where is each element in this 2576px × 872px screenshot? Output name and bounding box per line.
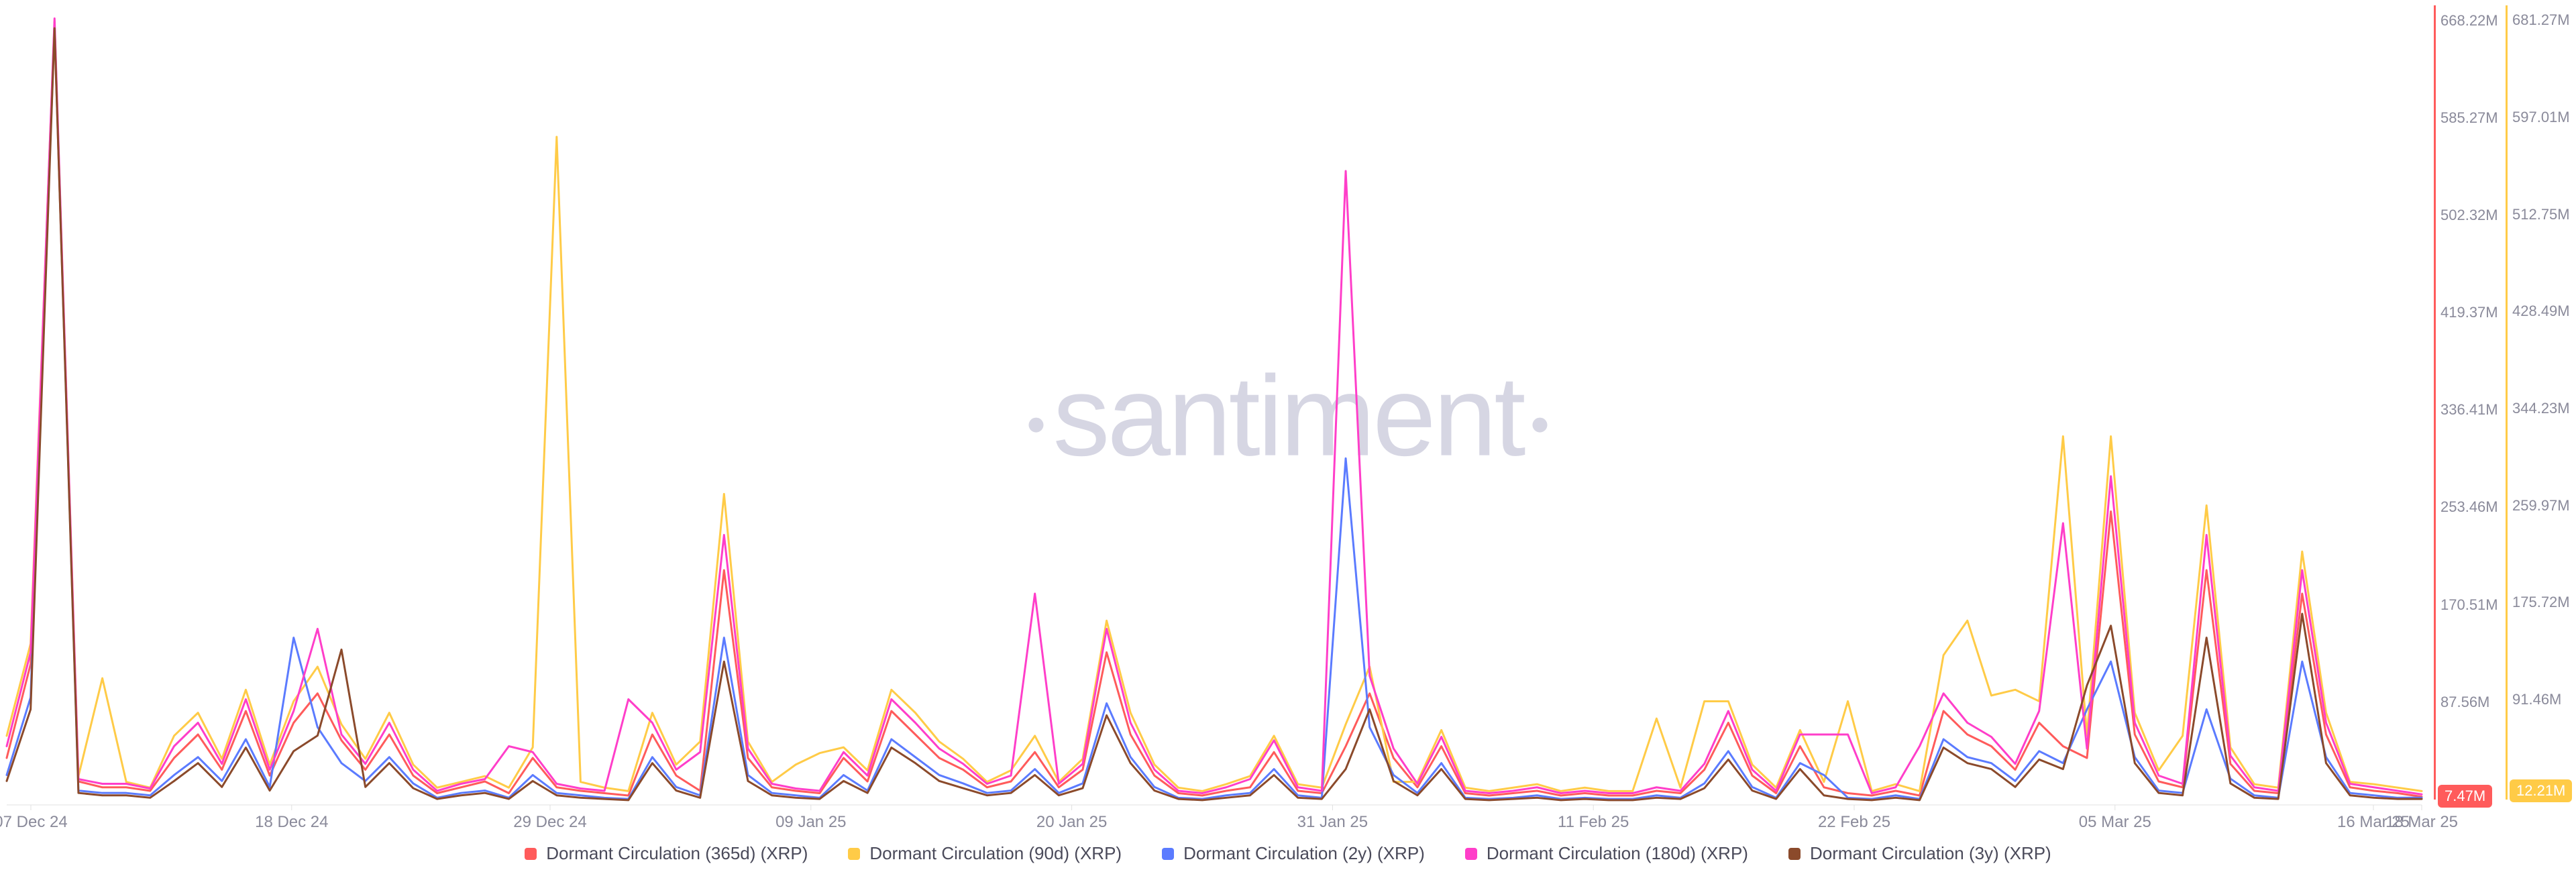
legend-item[interactable]: Dormant Circulation (365d) (XRP) [525,843,808,864]
x-tick-label: 05 Mar 25 [2079,813,2151,832]
series-line [7,21,2422,791]
legend-label: Dormant Circulation (90d) (XRP) [869,843,1122,864]
legend-item[interactable]: Dormant Circulation (2y) (XRP) [1162,843,1425,864]
y-tick-label: 259.97M [2512,497,2570,514]
y-tick-label: 681.27M [2512,11,2570,29]
y-tick-label: 668.22M [2440,12,2498,30]
y-tick-label: 175.72M [2512,594,2570,611]
legend-label: Dormant Circulation (365d) (XRP) [546,843,808,864]
legend-swatch [1162,848,1174,860]
x-tick-label: 11 Feb 25 [1558,813,1629,832]
legend: Dormant Circulation (365d) (XRP) Dormant … [0,843,2576,864]
series-line [7,22,2422,799]
x-tick-label: 22 Feb 25 [1818,813,1890,832]
legend-label: Dormant Circulation (3y) (XRP) [1810,843,2051,864]
y-tick-label: 344.23M [2512,400,2570,417]
x-tick-label: 09 Jan 25 [775,813,846,832]
legend-label: Dormant Circulation (180d) (XRP) [1487,843,1748,864]
y-tick-label: 253.46M [2440,498,2498,516]
y-tick-label: 512.75M [2512,206,2570,223]
y-tick-label: 502.32M [2440,207,2498,224]
y-current-value-badge: 7.47M [2438,785,2492,808]
legend-item[interactable]: Dormant Circulation (3y) (XRP) [1788,843,2051,864]
y-axis-line [2506,5,2508,800]
series-line [7,19,2422,795]
series-line [7,28,2422,800]
legend-swatch [1788,848,1801,860]
y-axis-line [2434,5,2436,800]
x-tick-label: 20 Jan 25 [1036,813,1107,832]
y-tick-label: 428.49M [2512,303,2570,320]
x-tick-label: 29 Dec 24 [513,813,586,832]
legend-swatch [525,848,537,860]
y-tick-label: 419.37M [2440,304,2498,321]
y-current-value-badge: 12.21M [2510,779,2572,802]
y-tick-label: 336.41M [2440,401,2498,419]
x-tick-label: 18 Dec 24 [255,813,328,832]
legend-label: Dormant Circulation (2y) (XRP) [1183,843,1425,864]
legend-swatch [1465,848,1477,860]
x-tick-label: 18 Mar 25 [2385,813,2458,832]
legend-swatch [848,848,860,860]
y-tick-label: 585.27M [2440,109,2498,127]
y-tick-label: 87.56M [2440,694,2489,711]
y-tick-label: 170.51M [2440,596,2498,614]
x-tick-label: 07 Dec 24 [0,813,68,832]
line-chart-plot [0,0,2576,872]
chart-container: santiment 07 Dec 2418 Dec 2429 Dec 2409 … [0,0,2576,872]
x-tick-label: 31 Jan 25 [1297,813,1368,832]
legend-item[interactable]: Dormant Circulation (90d) (XRP) [848,843,1122,864]
y-tick-label: 91.46M [2512,691,2561,708]
legend-item[interactable]: Dormant Circulation (180d) (XRP) [1465,843,1748,864]
series-line [7,30,2422,797]
y-tick-label: 597.01M [2512,109,2570,126]
